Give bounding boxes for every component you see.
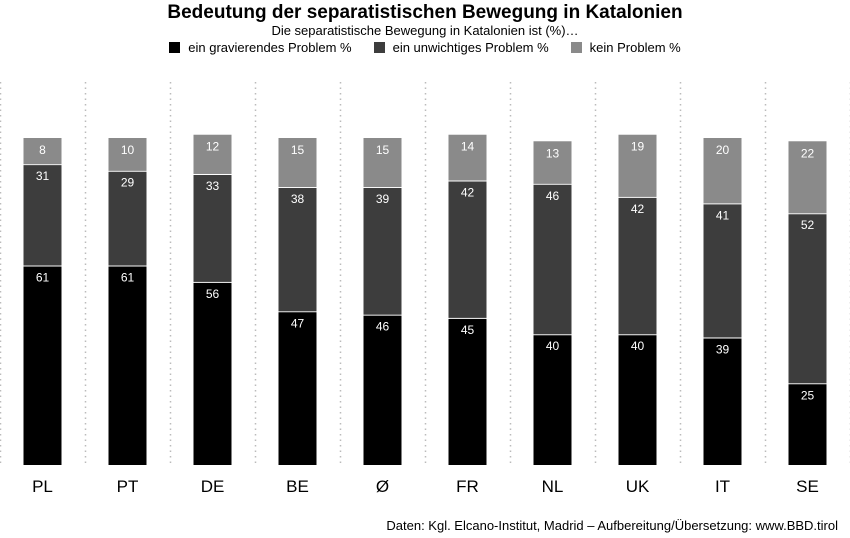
x-tick-label-BE: BE (286, 477, 309, 496)
legend-label-unwichtig: ein unwichtiges Problem % (392, 40, 549, 55)
source-note: Daten: Kgl. Elcano-Institut, Madrid – Au… (386, 518, 838, 533)
data-label-BE-1: 38 (291, 192, 305, 206)
bar-segment-NL-0 (533, 334, 572, 465)
bar-segment-DE-1 (193, 173, 232, 282)
chart-subtitle: Die separatistische Bewegung in Kataloni… (271, 23, 579, 38)
bar-segment-PT-1 (108, 170, 147, 266)
bar-segment-BE-2 (278, 138, 317, 188)
bar-segment-PL-0 (23, 265, 62, 465)
legend-swatch-kein (570, 42, 582, 53)
x-tick-label-PT: PT (117, 477, 139, 496)
x-tick-label-UK: UK (626, 477, 650, 496)
bar-segment-IT-0 (703, 337, 742, 465)
bar-segment-DE-2 (193, 134, 232, 174)
data-label-PL-2: 8 (39, 143, 46, 157)
legend-swatch-gravierend (169, 42, 181, 53)
data-label-DE-2: 12 (206, 140, 220, 154)
legend-item-unwichtig: ein unwichtiges Problem % (373, 40, 549, 55)
data-label-Ø-1: 39 (376, 192, 390, 206)
data-label-PT-1: 29 (121, 176, 135, 190)
data-label-DE-1: 33 (206, 179, 220, 193)
bar-segment-BE-1 (278, 187, 317, 312)
bar-segment-IT-1 (703, 203, 742, 338)
bar-segment-NL-1 (533, 183, 572, 335)
x-tick-label-FR: FR (456, 477, 479, 496)
bar-segment-Ø-2 (363, 138, 402, 188)
legend: ein gravierendes Problem % ein unwichtig… (0, 40, 850, 55)
bar-segment-Ø-1 (363, 187, 402, 315)
data-label-PL-1: 31 (36, 169, 50, 183)
bar-segment-FR-2 (448, 134, 487, 181)
data-label-PT-0: 61 (121, 271, 135, 285)
bar-segment-FR-1 (448, 180, 487, 318)
data-label-SE-1: 52 (801, 218, 815, 232)
data-label-DE-0: 56 (206, 287, 220, 301)
data-label-NL-2: 13 (546, 146, 560, 160)
data-label-PT-2: 10 (121, 143, 135, 157)
bar-segment-BE-0 (278, 311, 317, 465)
x-tick-label-IT: IT (715, 477, 730, 496)
data-label-UK-1: 42 (631, 202, 645, 216)
bar-segment-UK-0 (618, 334, 657, 465)
data-label-FR-1: 42 (461, 186, 475, 200)
bar-segment-PT-2 (108, 138, 147, 171)
bar-segment-NL-2 (533, 141, 572, 184)
legend-swatch-unwichtig (373, 42, 385, 53)
bar-segment-FR-0 (448, 317, 487, 465)
data-label-NL-1: 46 (546, 189, 560, 203)
data-label-IT-2: 20 (716, 143, 730, 157)
legend-label-kein: kein Problem % (589, 40, 681, 55)
x-tick-label-Ø: Ø (376, 477, 389, 496)
x-tick-label-DE: DE (201, 477, 225, 496)
data-label-SE-2: 22 (801, 146, 815, 160)
data-label-BE-0: 47 (291, 316, 305, 330)
data-label-IT-1: 41 (716, 208, 730, 222)
bar-segment-UK-2 (618, 134, 657, 197)
data-label-BE-2: 15 (291, 143, 305, 157)
data-label-PL-0: 61 (36, 271, 50, 285)
data-label-UK-0: 40 (631, 339, 645, 353)
data-label-UK-2: 19 (631, 140, 645, 154)
bar-segment-PL-1 (23, 164, 62, 266)
data-label-FR-2: 14 (461, 140, 475, 154)
data-label-SE-0: 25 (801, 388, 815, 402)
legend-item-kein: kein Problem % (570, 40, 681, 55)
x-tick-label-PL: PL (32, 477, 53, 496)
data-label-Ø-2: 15 (376, 143, 390, 157)
bar-segment-Ø-0 (363, 314, 402, 465)
data-label-NL-0: 40 (546, 339, 560, 353)
bar-segment-PT-0 (108, 265, 147, 465)
x-tick-label-SE: SE (796, 477, 819, 496)
data-label-IT-0: 39 (716, 342, 730, 356)
bar-segment-UK-1 (618, 196, 657, 335)
data-label-Ø-0: 46 (376, 320, 390, 334)
bar-segment-IT-2 (703, 138, 742, 204)
legend-label-gravierend: ein gravierendes Problem % (188, 40, 352, 55)
x-tick-label-NL: NL (542, 477, 564, 496)
bar-segment-PL-2 (23, 138, 62, 165)
bar-segment-DE-0 (193, 281, 232, 465)
bar-segment-SE-0 (788, 383, 827, 465)
data-label-FR-0: 45 (461, 323, 475, 337)
legend-item-gravierend: ein gravierendes Problem % (169, 40, 352, 55)
chart-title: Bedeutung der separatistischen Bewegung … (167, 2, 683, 23)
bar-segment-SE-1 (788, 213, 827, 384)
bar-segment-SE-2 (788, 141, 827, 214)
